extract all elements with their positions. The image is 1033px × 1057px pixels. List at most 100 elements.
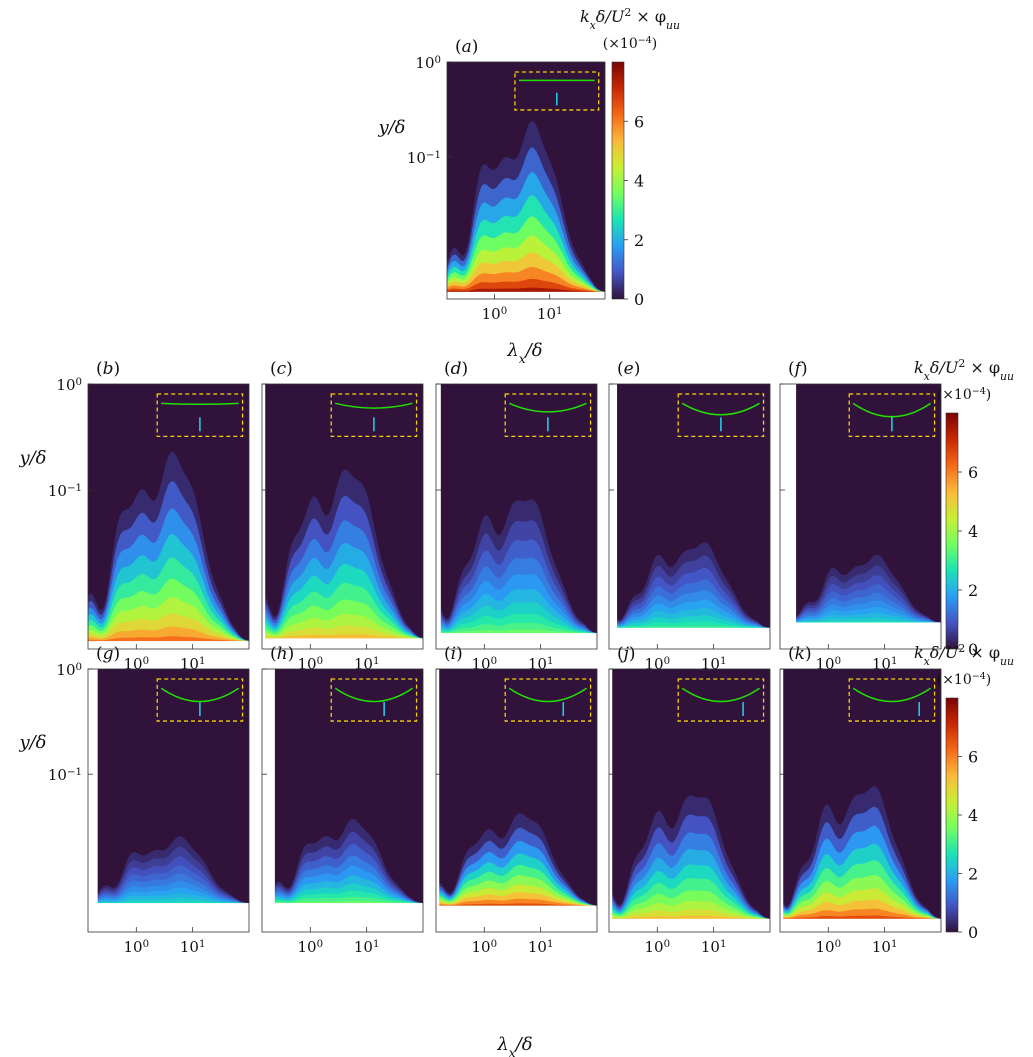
panel-label-part: e [624,359,634,379]
x-tick-label-part: 1 [556,306,562,317]
x-tick-label: 101 [180,655,206,673]
colorbar-tick-label: 6 [968,463,978,482]
panel-label-part: ) [114,359,121,379]
colorbar-label-part: x [924,370,930,383]
colorbar-tick-label: 4 [634,172,644,191]
no-data-band [780,669,784,932]
panel-plot-area [447,62,605,299]
panel-label-part: ( [444,359,451,379]
no-data-band [780,622,941,649]
x-tick-label: 101 [180,938,206,956]
x-axis-label: λx/δ [506,340,542,366]
y-axis-label: y/δ [18,732,46,753]
colorbar-scale-part: ) [986,672,991,688]
x-tick-label-part: 0 [664,656,670,667]
x-tick-label-part: 1 [199,939,205,950]
x-tick-label-part: 0 [317,656,323,667]
panel-label-part: a [462,37,472,57]
x-tick-label-part: 1 [373,656,379,667]
x-tick-label: 100 [298,655,324,673]
x-tick-label: 101 [701,655,727,673]
inset-curve [334,687,413,703]
panel-label-part: ( [788,359,795,379]
x-axis-label-part: x [509,1046,516,1057]
colorbar-tick-label: 6 [634,112,644,131]
x-tick-label: 100 [472,938,498,956]
x-tick-label: 100 [816,938,842,956]
x-tick-label: 100 [482,305,508,323]
panel-label-part: ( [788,644,795,664]
inset-box [504,678,592,722]
colorbar-scale-part: −4 [972,386,986,397]
y-tick-label-part: 0 [76,377,82,388]
x-tick-label-part: 10 [872,938,891,956]
panel-label-part: h [277,644,288,664]
panel-j: (j) 10 0 101 [608,644,771,956]
colorbar-label-part: k [914,358,924,377]
y-tick-label-part: −1 [67,767,82,778]
x-tick-label-part: 0 [317,939,323,950]
panel-label: (f) [788,359,808,379]
colorbar-label-part: uu [1000,655,1014,668]
colorbar-scale-part: −4 [638,35,652,46]
no-data-band [88,641,249,649]
inset-box [848,678,936,722]
no-data-band [436,905,597,932]
x-tick-label-part: 10 [528,938,547,956]
inset-curve [508,402,587,413]
colorbar-scale-part: ) [986,387,991,403]
y-tick-label-part: −1 [426,149,441,160]
panel-label: (k) [788,644,812,664]
y-axis-label-part: y/δ [18,732,46,753]
axes-frame [446,61,606,300]
y-tick-label-part: 10 [48,482,67,500]
y-tick-label: 100 [56,376,82,394]
no-data-band [262,669,275,932]
x-tick-label: 100 [816,655,842,673]
panel-label: (j) [617,644,636,664]
panel-h: (h)100 101 [261,644,424,956]
panel-plot-area [88,384,249,649]
panel-label-part: i [451,644,456,664]
colorbar-scale-part: ) [652,36,657,52]
panel-label-part: ) [472,37,479,57]
x-axis-label-part: λ [496,1034,508,1055]
x-tick-label-part: 1 [720,939,726,950]
x-tick-label: 101 [528,655,554,673]
panel-label-part: ) [634,359,641,379]
no-data-band [447,291,605,299]
colorbar-gradient [946,413,958,649]
colorbar-tick-label-part: 0 [968,923,978,942]
x-tick-label-part: 0 [143,656,149,667]
x-axis-label-part: λ [506,340,518,361]
no-data-band [436,633,597,649]
axes-frame [435,383,598,650]
x-tick-label-part: 10 [124,655,143,673]
inset-box [848,393,936,438]
x-tick-label-part: 10 [816,655,835,673]
x-tick-label-part: 10 [645,938,664,956]
x-tick-label-part: 1 [199,656,205,667]
contour-level [274,896,423,904]
x-tick-label-part: 10 [872,655,891,673]
colorbar-gradient [612,62,624,299]
panel-label-part: ) [456,644,463,664]
no-data-band [609,669,613,932]
contour-level [447,287,605,292]
x-tick-label: 100 [298,938,324,956]
y-axis-label-part: y/δ [377,117,405,138]
axes-frame [435,668,598,933]
x-tick-label: 101 [537,305,563,323]
colorbar-label-part: uu [666,19,680,32]
no-data-band [436,384,441,649]
x-tick-label-part: 10 [482,305,501,323]
x-tick-label-part: 0 [501,306,507,317]
y-tick-label-part: 10 [56,376,75,394]
panel-label: (h) [270,644,294,664]
colorbar-scale: (×10−4) [937,386,992,404]
panel-plot-area [780,384,941,649]
x-tick-label-part: 10 [354,655,373,673]
colorbar-tick-label-part: 4 [968,522,978,541]
